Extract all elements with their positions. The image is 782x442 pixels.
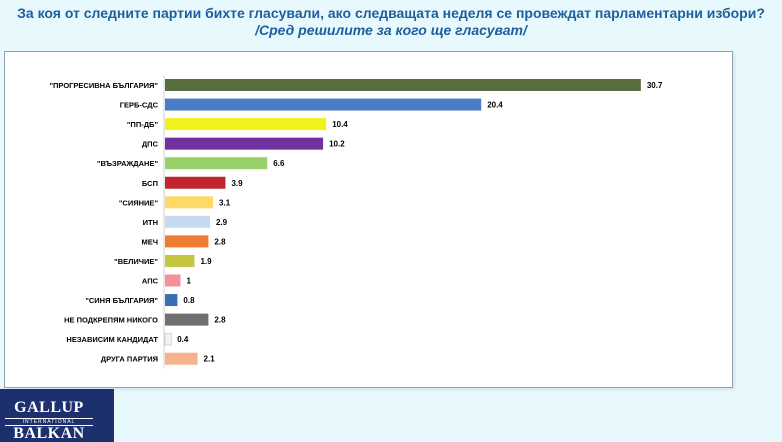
bar	[165, 176, 226, 189]
category-label: "СИЯНИЕ"	[119, 198, 159, 207]
category-label: НЕ ПОДКРЕПЯМ НИКОГО	[64, 316, 158, 325]
data-label: 6.6	[273, 159, 285, 168]
data-label: 30.7	[647, 81, 663, 90]
category-label: БСП	[142, 179, 158, 188]
bar	[165, 254, 195, 267]
bar-chart: "ПРОГРЕСИВНА БЪЛГАРИЯ" 30.7 ГЕРБ-СДС 20.4 "П…	[49, 75, 663, 369]
bar	[165, 274, 181, 287]
data-label: 2.1	[204, 355, 216, 364]
category-label: ДРУГА ПАРТИЯ	[101, 355, 158, 364]
category-label: МЕЧ	[141, 237, 158, 246]
data-label: 20.4	[487, 101, 503, 110]
bar	[165, 118, 327, 131]
category-label: ДПС	[142, 140, 159, 149]
data-label: 2.8	[214, 316, 226, 325]
category-label: ГЕРБ-СДС	[120, 101, 159, 110]
bar	[164, 332, 172, 346]
bar	[165, 352, 198, 365]
data-label: 3.9	[231, 179, 243, 188]
category-label: НЕЗАВИСИМ КАНДИДАТ	[66, 335, 158, 344]
category-label: "СИНЯ БЪЛГАРИЯ"	[85, 296, 158, 305]
category-label: "ПП-ДБ"	[127, 120, 159, 129]
chart-panel: "ПРОГРЕСИВНА БЪЛГАРИЯ" 30.7 ГЕРБ-СДС 20.4 "П…	[4, 51, 733, 388]
bar	[165, 157, 268, 170]
category-label: АПС	[142, 277, 159, 286]
bar	[165, 235, 209, 248]
logo-text-middle: INTERNATIONAL	[5, 418, 93, 426]
data-label: 3.1	[219, 198, 231, 207]
chart-title: За коя от следните партии бихте гласувал…	[17, 5, 765, 21]
category-label: ИТН	[143, 218, 158, 227]
bar	[165, 313, 209, 326]
bar	[165, 294, 178, 307]
gallup-logo: GALLUP INTERNATIONAL BALKAN	[0, 389, 114, 442]
category-label: "ВЪЗРАЖДАНЕ"	[97, 159, 159, 168]
data-label: 0.8	[183, 296, 195, 305]
bar	[165, 98, 482, 111]
chart-subtitle: /Сред решилите за кого ще гласуват/	[255, 22, 527, 38]
bar	[165, 196, 214, 209]
logo-text-bottom: BALKAN	[13, 425, 85, 442]
logo-text-top: GALLUP	[14, 399, 84, 416]
category-label: "ВЕЛИЧИЕ"	[114, 257, 158, 266]
data-label: 2.9	[216, 218, 228, 227]
bar	[165, 79, 641, 91]
data-label: 1.9	[200, 257, 212, 266]
bar	[165, 215, 210, 228]
category-label: "ПРОГРЕСИВНА БЪЛГАРИЯ"	[49, 81, 158, 90]
bar	[165, 137, 324, 150]
data-label: 0.4	[177, 335, 189, 344]
data-label: 10.2	[329, 140, 345, 149]
data-label: 2.8	[214, 237, 226, 246]
data-label: 10.4	[332, 120, 348, 129]
data-label: 1	[187, 277, 192, 286]
